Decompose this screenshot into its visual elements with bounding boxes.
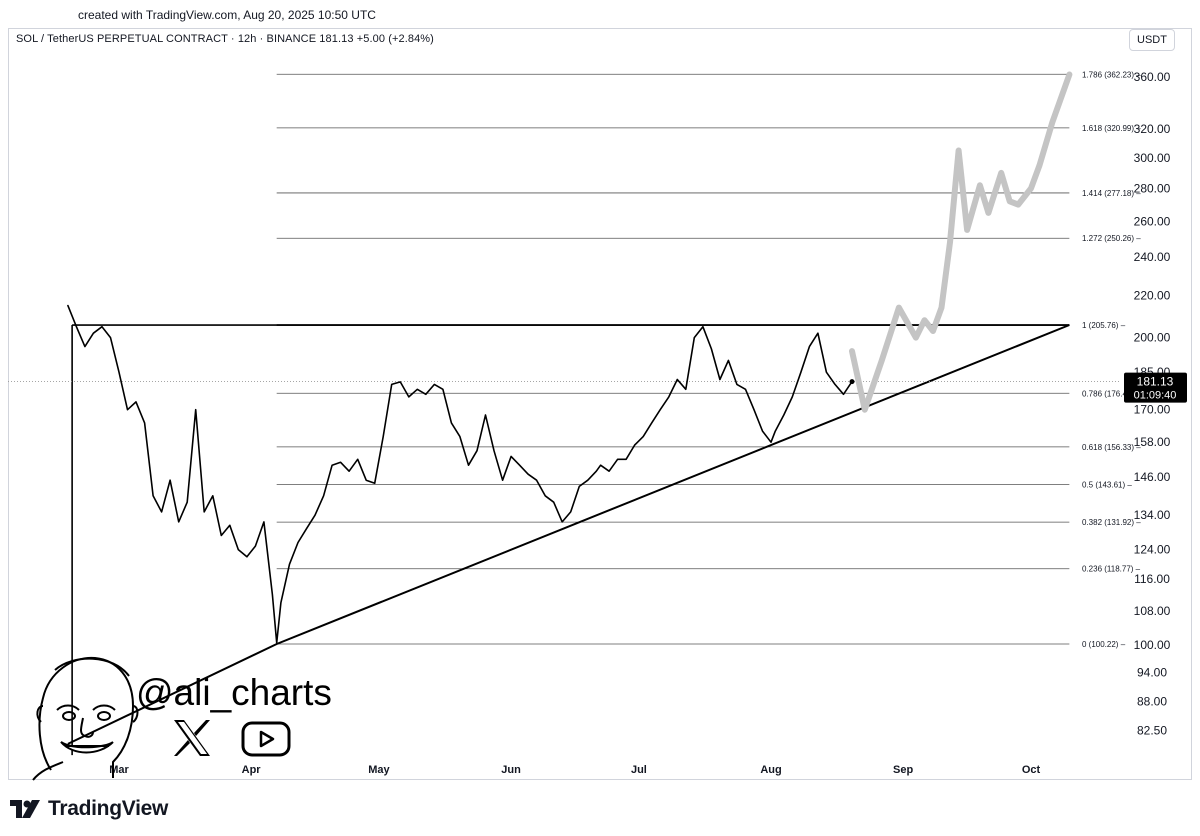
last-price-dot xyxy=(849,379,855,385)
price-tick-13: 220.00 xyxy=(1134,288,1171,302)
price-tick-4: 108.00 xyxy=(1134,604,1171,618)
fib-label-1: 0.236 (118.77) – xyxy=(1082,565,1141,574)
projection-path[interactable] xyxy=(849,71,1073,413)
tradingview-logo[interactable]: TradingView xyxy=(10,797,168,821)
x-logo-icon[interactable] xyxy=(174,720,210,756)
price-tick-5: 116.00 xyxy=(1134,572,1170,586)
fib-label-9: 1.618 (320.99) – xyxy=(1082,124,1141,133)
fib-label-4: 0.618 (156.33) – xyxy=(1082,443,1141,452)
created-with-text: created with TradingView.com, Aug 20, 20… xyxy=(78,8,376,22)
price-line[interactable] xyxy=(67,304,853,644)
price-tick-7: 134.00 xyxy=(1134,508,1171,522)
fib-label-3: 0.5 (143.61) – xyxy=(1082,481,1132,490)
bar-countdown: 01:09:40 xyxy=(1134,390,1177,402)
time-tick-sep: Sep xyxy=(893,764,913,776)
time-tick-may: May xyxy=(368,764,390,776)
time-tick-apr: Apr xyxy=(242,764,262,776)
price-tick-0: 82.50 xyxy=(1137,723,1167,737)
current-price-value: 181.13 xyxy=(1137,375,1174,389)
price-tick-1: 88.00 xyxy=(1137,695,1167,709)
series-layer xyxy=(67,71,1073,644)
currency-button[interactable]: USDT xyxy=(1129,29,1175,51)
price-tick-3: 100.00 xyxy=(1134,638,1171,652)
time-tick-jul: Jul xyxy=(631,764,647,776)
price-tick-16: 280.00 xyxy=(1134,181,1171,195)
price-tick-15: 260.00 xyxy=(1134,214,1171,228)
avatar-sketch xyxy=(32,656,139,781)
symbol-header[interactable]: SOL / TetherUS PERPETUAL CONTRACT · 12h … xyxy=(16,33,434,45)
time-tick-aug: Aug xyxy=(760,764,781,776)
price-tick-6: 124.00 xyxy=(1134,543,1171,557)
price-tick-10: 170.00 xyxy=(1134,403,1171,417)
youtube-play-icon[interactable] xyxy=(241,721,291,757)
price-tick-8: 146.00 xyxy=(1134,470,1171,484)
price-tick-12: 200.00 xyxy=(1134,331,1171,345)
fib-label-7: 1.272 (250.26) – xyxy=(1082,234,1141,243)
watermark-handle: @ali_charts xyxy=(136,672,332,713)
price-tick-17: 300.00 xyxy=(1134,151,1171,165)
price-tick-14: 240.00 xyxy=(1134,250,1171,264)
tradingview-logo-icon xyxy=(10,800,40,818)
fib-label-10: 1.786 (362.23) – xyxy=(1082,70,1141,79)
tradingview-brand: TradingView xyxy=(48,797,169,820)
fib-label-6: 1 (205.76) – xyxy=(1082,321,1126,330)
time-tick-mar: Mar xyxy=(109,764,129,776)
fib-label-8: 1.414 (277.18) – xyxy=(1082,189,1141,198)
fib-levels: 0 (100.22) – 0.236 (118.77) – 0.382 (131.9… xyxy=(276,70,1141,649)
fib-label-2: 0.382 (131.92) – xyxy=(1082,518,1141,527)
time-tick-jun: Jun xyxy=(501,764,521,776)
chart-frame xyxy=(8,28,1192,780)
price-tick-19: 360.00 xyxy=(1134,70,1171,84)
time-axis: Mar Apr May Jun Jul Aug Sep Oct xyxy=(109,764,1040,776)
price-axis: 82.50 88.00 94.00 100.00 108.00 116.00 124.00 1… xyxy=(1124,70,1187,737)
price-tick-18: 320.00 xyxy=(1134,122,1171,136)
price-tick-2: 94.00 xyxy=(1137,665,1167,679)
price-tick-9: 158.00 xyxy=(1134,435,1171,449)
fib-label-5: 0.786 (176.42) – xyxy=(1082,389,1141,398)
time-tick-oct: Oct xyxy=(1022,764,1041,776)
fib-label-0: 0 (100.22) – xyxy=(1082,640,1126,649)
